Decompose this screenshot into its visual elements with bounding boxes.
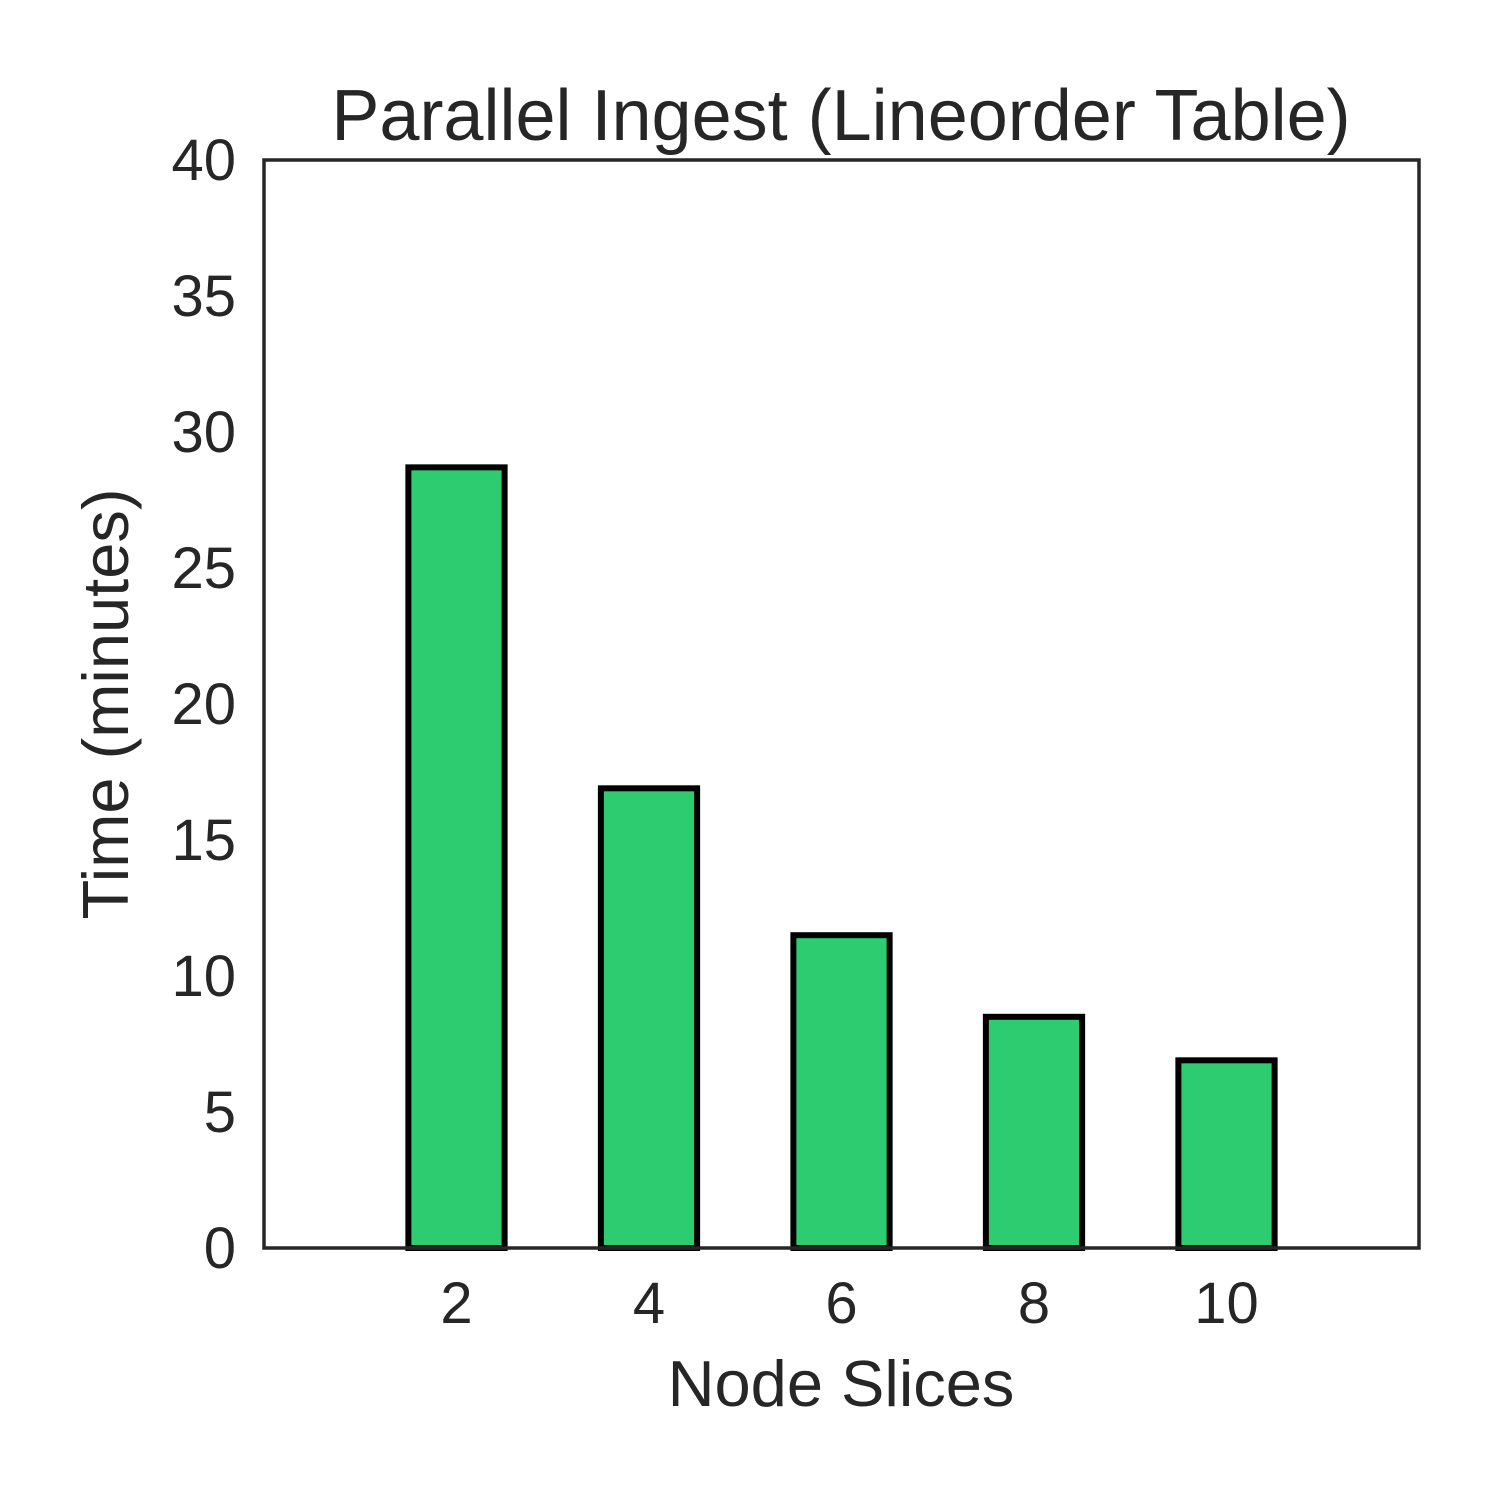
x-tick-label: 4 bbox=[633, 1271, 665, 1336]
y-tick-label: 10 bbox=[171, 944, 236, 1009]
x-tick-label: 2 bbox=[440, 1271, 472, 1336]
y-tick-label: 20 bbox=[171, 672, 236, 737]
bar-10 bbox=[1175, 1057, 1278, 1251]
x-axis-label: Node Slices bbox=[668, 1347, 1015, 1420]
y-axis-ticks: 0 5 10 15 20 25 30 35 40 bbox=[171, 128, 236, 1281]
y-tick-label: 30 bbox=[171, 400, 236, 465]
bar-8 bbox=[982, 1013, 1086, 1251]
bar-2 bbox=[405, 464, 508, 1251]
bars-layer bbox=[405, 464, 1278, 1251]
plot-frame bbox=[262, 158, 1421, 1250]
bar-4 bbox=[597, 785, 701, 1251]
y-tick-label: 5 bbox=[204, 1080, 236, 1145]
y-tick-label: 25 bbox=[171, 536, 236, 601]
x-tick-label: 6 bbox=[825, 1271, 857, 1336]
bar-6 bbox=[790, 932, 893, 1251]
chart-title: Parallel Ingest (Lineorder Table) bbox=[331, 76, 1350, 156]
y-tick-label: 40 bbox=[171, 128, 236, 193]
y-tick-label: 0 bbox=[204, 1216, 236, 1281]
x-tick-label: 8 bbox=[1018, 1271, 1050, 1336]
x-tick-label: 10 bbox=[1194, 1271, 1259, 1336]
x-axis-ticks: 2 4 6 8 10 bbox=[440, 1271, 1258, 1336]
y-tick-label: 15 bbox=[171, 808, 236, 873]
y-tick-label: 35 bbox=[171, 264, 236, 329]
y-axis-label: Time (minutes) bbox=[69, 489, 142, 920]
